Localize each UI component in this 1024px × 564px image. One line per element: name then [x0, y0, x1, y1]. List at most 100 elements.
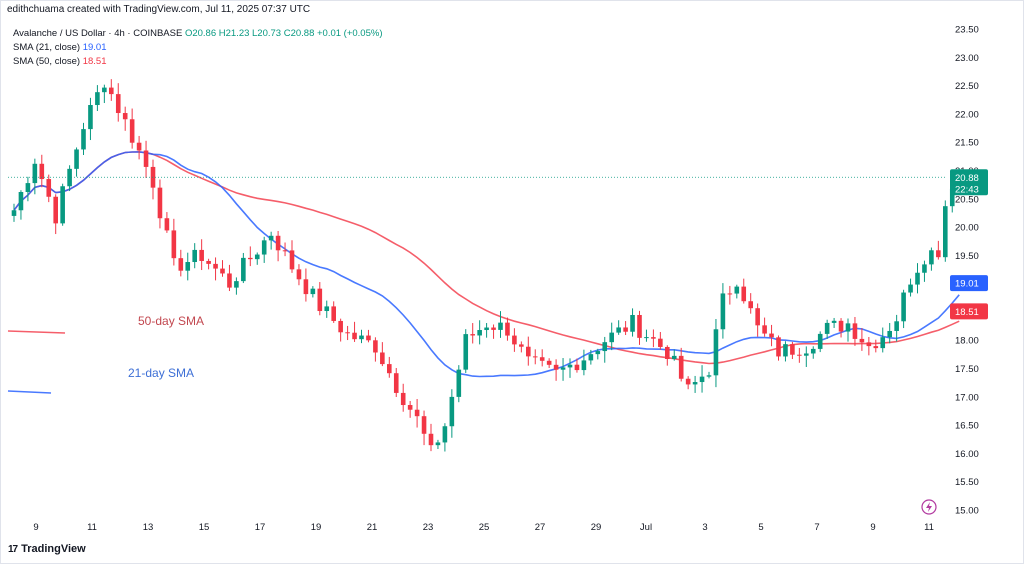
candle-body — [755, 308, 760, 326]
candle-body — [505, 322, 510, 336]
candle-body — [630, 314, 635, 332]
ohlc-values: O20.86 H21.23 L20.73 C20.88 +0.01 (+0.05… — [184, 28, 383, 39]
x-tick-label: 21 — [367, 522, 378, 533]
candle-body — [595, 351, 601, 355]
candle-body — [32, 163, 38, 184]
y-axis[interactable]: 15.0015.5016.0016.5017.0017.5018.0018.50… — [955, 25, 979, 517]
candle-body — [463, 334, 469, 370]
candle-body — [706, 375, 712, 377]
candle-body — [254, 254, 260, 260]
candle-body — [637, 314, 642, 338]
candle-body — [220, 268, 225, 274]
candle-body — [769, 333, 774, 338]
candle-body — [713, 329, 719, 376]
sma50-line — [13, 151, 960, 365]
candle-body — [609, 332, 614, 343]
candle-body — [129, 119, 135, 143]
sma50-row[interactable]: SMA (50, close) 18.51 — [13, 55, 383, 69]
sma21-label: SMA (21, close) — [13, 42, 81, 53]
y-tick-label: 19.50 — [955, 251, 979, 262]
candle-body — [185, 262, 191, 271]
countdown-text: 22:43 — [955, 184, 979, 195]
tradingview-logo-text: TradingView — [21, 543, 86, 555]
candle-body — [491, 327, 496, 330]
candle-body — [915, 272, 920, 285]
x-tick-label: 29 — [591, 522, 602, 533]
candle-body — [658, 338, 663, 347]
candle-body — [366, 335, 371, 341]
symbol-label[interactable]: Avalanche / US Dollar · 4h · COINBASE — [13, 28, 183, 39]
candle-body — [407, 405, 413, 410]
x-tick-label: 15 — [199, 522, 210, 533]
y-tick-label: 23.50 — [955, 25, 979, 36]
candle-body — [817, 333, 823, 349]
tradingview-logo[interactable]: 17 TradingView — [8, 543, 86, 555]
y-tick-label: 16.50 — [955, 421, 979, 432]
candle-body — [790, 344, 795, 355]
candle-body — [553, 364, 559, 370]
candle-body — [685, 378, 691, 385]
candle-body — [484, 327, 489, 331]
x-axis[interactable]: 9 11 13 15 17 19 21 23 25 27 29 Jul 3 5 7 9 11 — [33, 522, 934, 533]
candle-body — [324, 306, 330, 312]
sma50-layer — [13, 151, 960, 365]
candle-body — [39, 163, 45, 180]
candle-body — [949, 188, 955, 207]
candle-body — [373, 340, 378, 353]
candle-body — [477, 330, 482, 336]
candle-body — [289, 250, 295, 270]
sma21-row[interactable]: SMA (21, close) 19.01 — [13, 41, 383, 55]
candle-body — [227, 273, 232, 288]
annotation-50-line — [7, 330, 66, 334]
y-tick-label: 15.00 — [955, 506, 979, 517]
candle-body — [810, 348, 816, 354]
x-tick-label: 19 — [311, 522, 322, 533]
candle-body — [894, 321, 899, 331]
last-price-tag-bg — [950, 169, 988, 196]
candle-body — [602, 342, 608, 352]
candle-body — [470, 334, 475, 336]
candle-body — [539, 357, 545, 361]
candle-body — [678, 355, 684, 379]
chart-legend: Avalanche / US Dollar · 4h · COINBASE O2… — [13, 27, 383, 69]
candle-body — [345, 332, 350, 334]
sma50-price-tag-bg — [950, 303, 988, 320]
candle-body — [435, 442, 441, 446]
candle-body — [866, 342, 872, 347]
candle-body — [748, 301, 753, 309]
x-tick-label: 23 — [423, 522, 434, 533]
y-tick-label: 15.50 — [955, 477, 979, 488]
x-tick-label: 27 — [535, 522, 546, 533]
sma50-price-tag-text: 18.51 — [955, 307, 979, 318]
annotation-21-line — [7, 390, 52, 394]
y-tick-label: 21.50 — [955, 138, 979, 149]
lightning-icon-bolt — [926, 502, 932, 512]
candle-body — [60, 186, 65, 224]
sma50-value: 18.51 — [82, 56, 107, 67]
candle-body — [157, 187, 163, 219]
annotation-21-day-sma: 21-day SMA — [128, 366, 194, 380]
candle-body — [387, 364, 392, 374]
lightning-icon — [921, 499, 937, 515]
candle-body — [519, 344, 524, 347]
candle-body — [567, 364, 573, 368]
candle-body — [741, 286, 747, 302]
candle-body — [532, 356, 538, 358]
y-tick-label: 17.00 — [955, 392, 979, 403]
candle-body — [303, 279, 309, 295]
x-tick-label: 13 — [143, 522, 154, 533]
y-tick-label: 20.50 — [955, 194, 979, 205]
candle-body — [887, 330, 892, 338]
candle-body — [783, 344, 788, 357]
candle-body — [776, 337, 781, 357]
sma21-price-tag-bg — [950, 275, 988, 292]
candle-body — [53, 196, 58, 224]
candle-body — [178, 258, 184, 271]
candle-body — [171, 230, 177, 259]
candle-body — [560, 367, 566, 370]
candle-body — [644, 337, 649, 339]
candle-body — [546, 360, 552, 365]
candle-body — [428, 433, 434, 446]
